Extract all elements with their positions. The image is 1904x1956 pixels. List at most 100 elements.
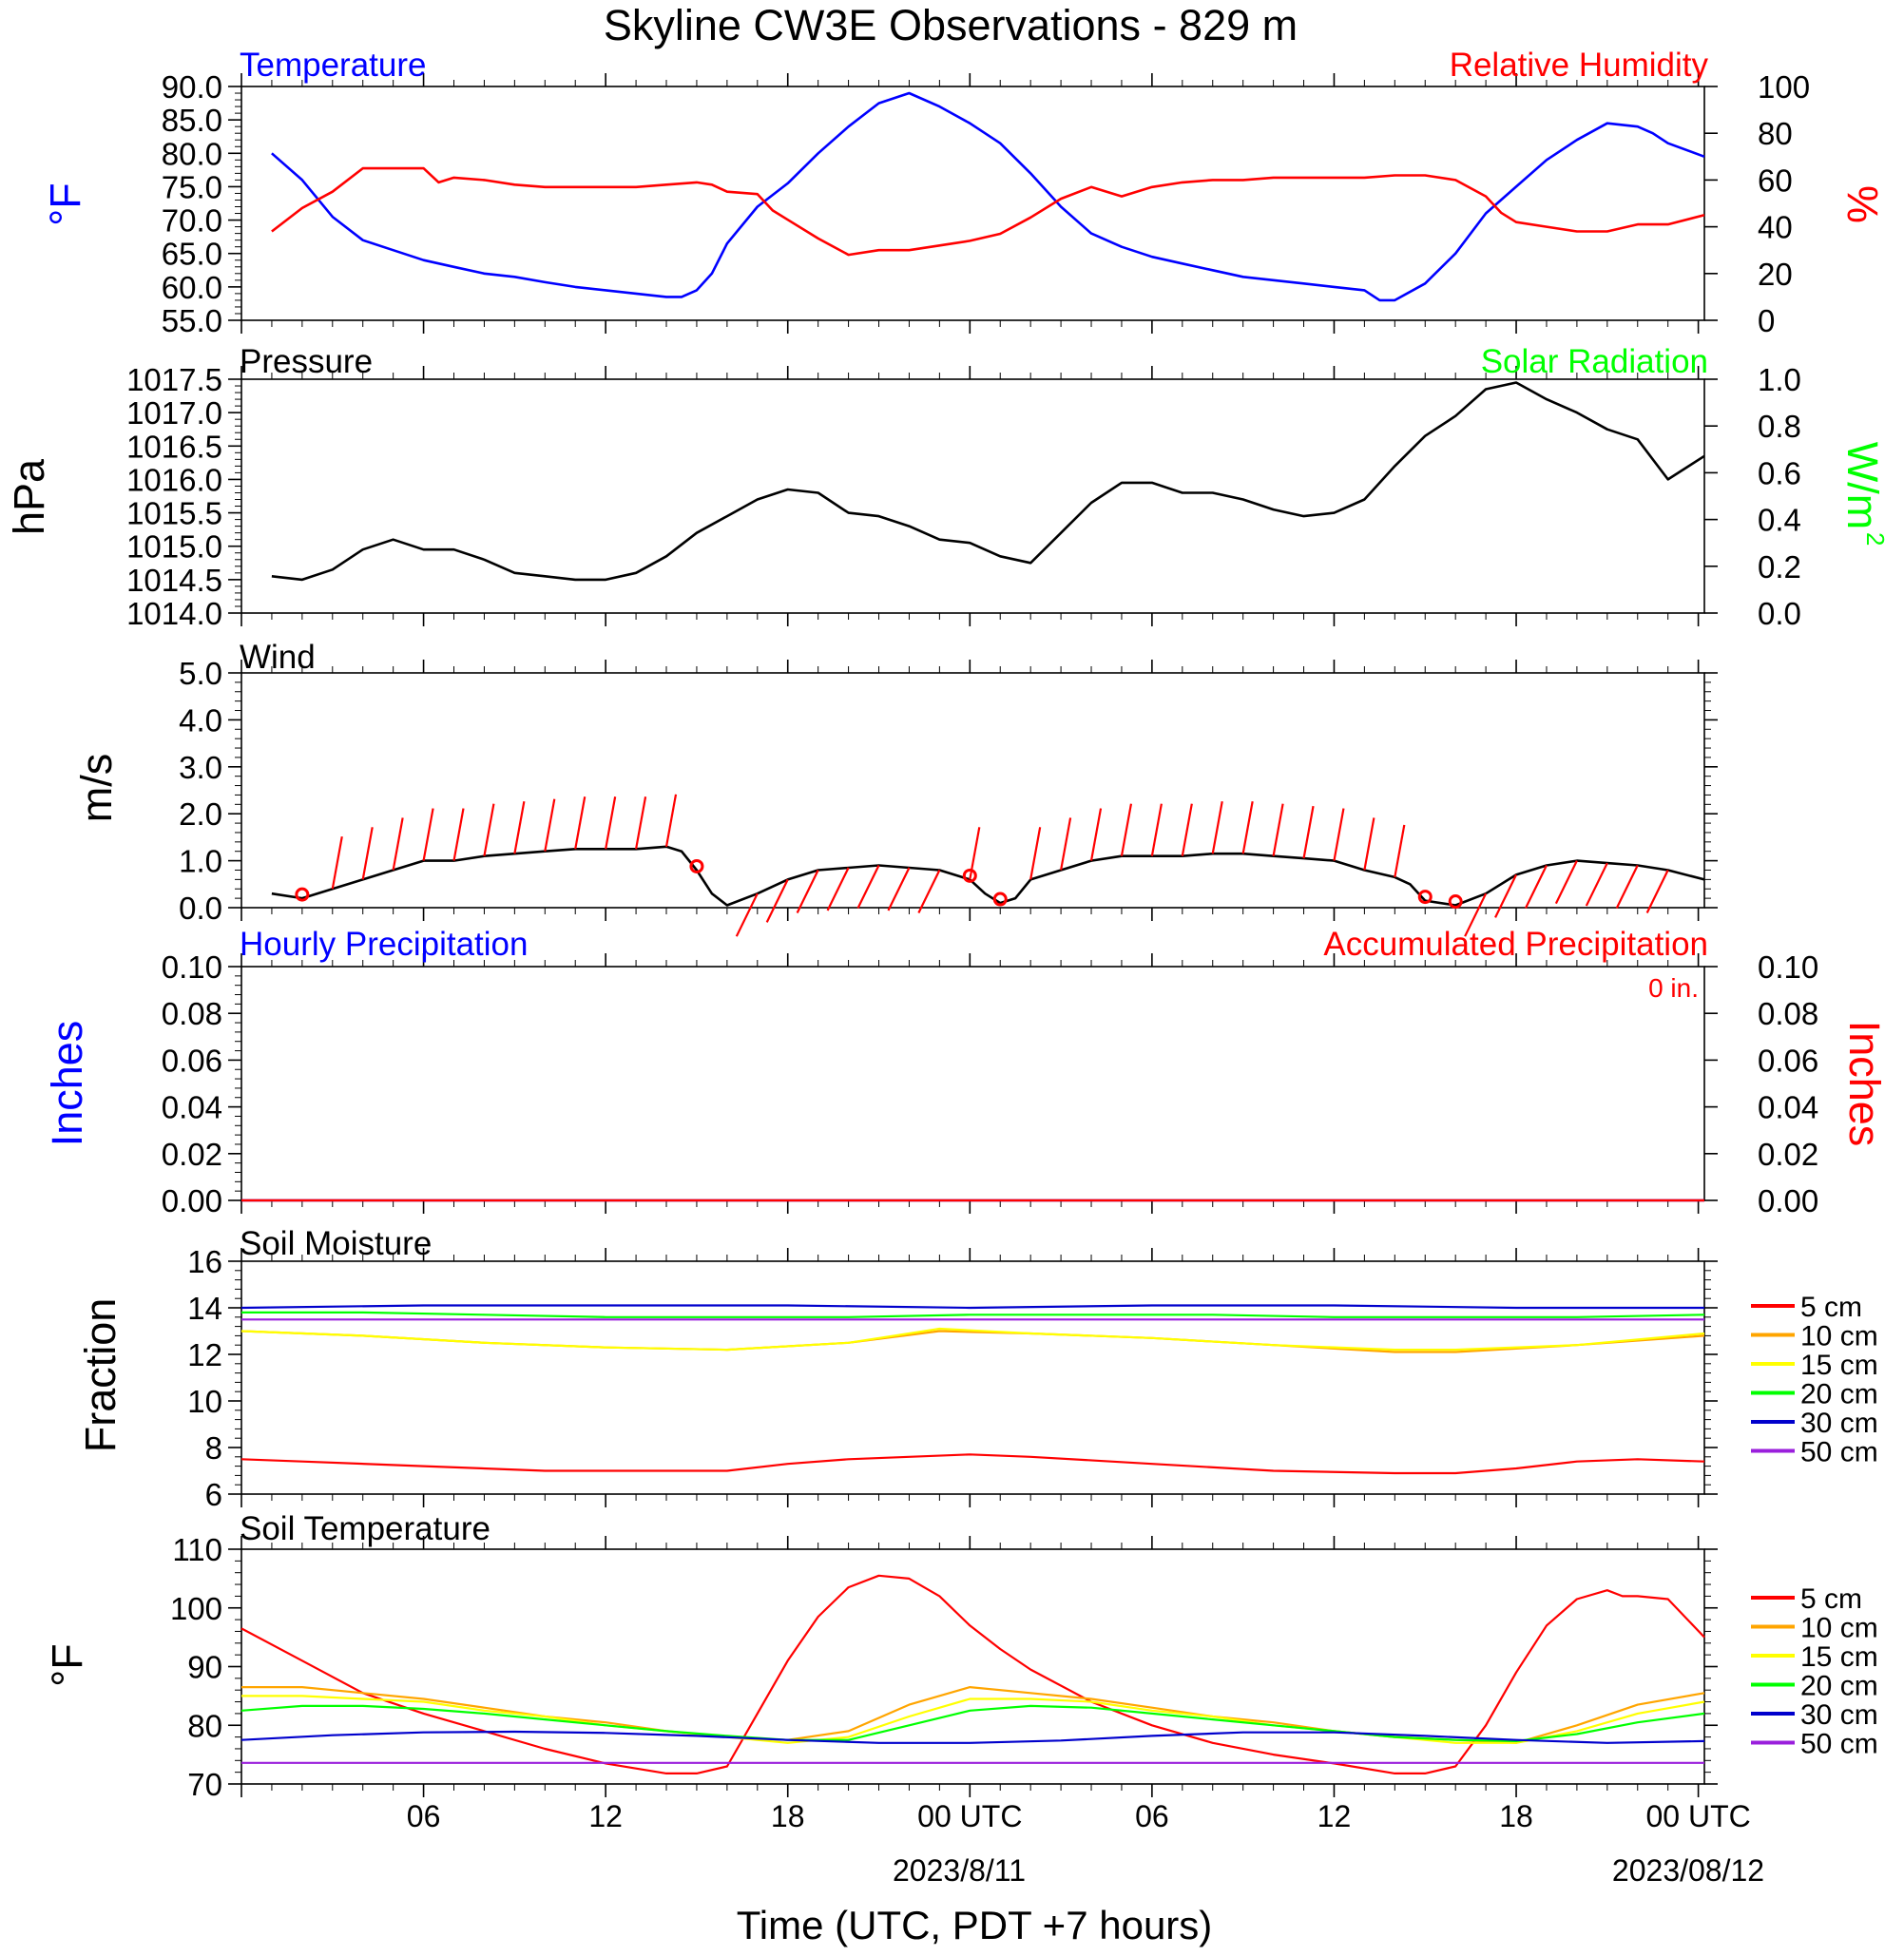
legend-label-5: 30 cm xyxy=(1800,1408,1878,1439)
panel-1-ytick-label: 80.0 xyxy=(162,136,222,171)
panel-2-frame xyxy=(240,378,1705,614)
date-label-0812: 2023/08/12 xyxy=(1612,1853,1764,1888)
wind-barb xyxy=(513,800,526,854)
panel-5-ytick-label: 12 xyxy=(187,1337,222,1372)
solar-axis-label-exponent: 2 xyxy=(1861,532,1890,546)
panel-6-ytick-label: 70 xyxy=(187,1767,222,1802)
panel-6-series-2 xyxy=(241,1686,1705,1744)
wind-calm-marker xyxy=(962,868,977,883)
wind-barb xyxy=(1645,869,1669,913)
panel-1-y2tick-label: 80 xyxy=(1758,116,1793,151)
solar-axis-label-unit: W/m xyxy=(1838,442,1887,529)
wind-barb xyxy=(1363,817,1375,871)
accum-precip-title: Accumulated Precipitation xyxy=(1323,926,1708,963)
legend-label-5: 50 cm xyxy=(1800,1437,1878,1468)
panel-2-y2tick-label: 0.6 xyxy=(1758,455,1801,490)
wind-barb xyxy=(1211,800,1223,854)
wind-axis-label: m/s xyxy=(72,754,121,823)
panel-1-ytick-label: 90.0 xyxy=(162,69,222,105)
panel-5-frame xyxy=(240,1260,1705,1495)
wind-calm-marker xyxy=(1448,894,1463,910)
panel-4-frame xyxy=(240,966,1705,1201)
legend-label-6: 5 cm xyxy=(1800,1583,1862,1615)
panel-3-series-1 xyxy=(271,845,1705,907)
panel-1-y2tick-label: 20 xyxy=(1758,257,1793,292)
panel-6-ytick-label: 80 xyxy=(187,1708,222,1743)
legend-label-6: 15 cm xyxy=(1800,1641,1878,1673)
panel-5-ytick-label: 6 xyxy=(205,1477,222,1512)
panel-6-ytick-label: 90 xyxy=(187,1650,222,1685)
legend-label-6: 50 cm xyxy=(1800,1729,1878,1760)
wind-barb xyxy=(1585,862,1608,907)
x-tick-label: 06 xyxy=(1135,1799,1169,1833)
wind-barb xyxy=(1089,808,1103,861)
panel-1-series-1 xyxy=(271,91,1705,302)
wind-barb xyxy=(1060,817,1072,871)
wind-barb xyxy=(452,808,465,861)
humidity-axis-label: % xyxy=(1838,185,1887,223)
wind-barb xyxy=(796,869,819,913)
panel-4-ytick-label: 0.10 xyxy=(162,949,222,985)
wind-calm-marker xyxy=(295,887,310,902)
temperature-title: Temperature xyxy=(240,47,426,84)
wind-barb xyxy=(483,803,495,856)
wind-barb xyxy=(392,817,404,871)
wind-calm-marker xyxy=(1417,890,1433,905)
soil-temperature-axis-label: °F xyxy=(43,1643,91,1686)
panel-4-y2tick-label: 0.06 xyxy=(1758,1043,1818,1078)
wind-calm-marker xyxy=(992,892,1008,907)
wind-barb xyxy=(1394,824,1406,878)
wind-barb xyxy=(917,869,941,913)
wind-barb xyxy=(1272,803,1284,856)
date-label-0811: 2023/8/11 xyxy=(893,1853,1026,1888)
wind-barb xyxy=(1554,860,1578,905)
panel-1-ytick-label: 70.0 xyxy=(162,203,222,239)
panel-3-ytick-label: 2.0 xyxy=(179,796,222,832)
panel-1-ytick-label: 65.0 xyxy=(162,237,222,272)
soil-moisture-axis-label: Fraction xyxy=(76,1298,125,1453)
panel-3-ytick-label: 3.0 xyxy=(179,750,222,785)
panel-2-ytick-label: 1015.0 xyxy=(126,529,222,565)
wind-barb xyxy=(361,827,374,880)
panel-5-ytick-label: 10 xyxy=(187,1384,222,1419)
soil-moisture-title: Soil Moisture xyxy=(240,1225,432,1262)
wind-barb xyxy=(1615,865,1639,910)
wind-barb xyxy=(1494,873,1518,918)
panel-5-ytick-label: 14 xyxy=(187,1291,222,1326)
x-tick-label: 12 xyxy=(1317,1799,1352,1833)
panel-1-y2tick-label: 100 xyxy=(1758,69,1810,105)
x-tick-label: 18 xyxy=(1499,1799,1533,1833)
panel-3-ytick-label: 1.0 xyxy=(179,844,222,879)
panel-2-y2tick-label: 1.0 xyxy=(1758,362,1801,397)
wind-barb xyxy=(1524,865,1548,910)
panel-6-ytick-label: 110 xyxy=(172,1532,222,1567)
panel-2-y2tick-label: 0.2 xyxy=(1758,549,1801,585)
pressure-title: Pressure xyxy=(240,343,373,380)
legend-label-5: 5 cm xyxy=(1800,1292,1862,1323)
panel-2-ytick-label: 1017.0 xyxy=(126,395,222,431)
panel-5-series-1 xyxy=(240,1453,1705,1475)
wind-barb xyxy=(887,867,911,911)
panel-2-ytick-label: 1016.5 xyxy=(126,429,222,464)
wind-barb xyxy=(1150,803,1163,856)
legend-label-5: 20 cm xyxy=(1800,1379,1878,1410)
hourly-precip-title: Hourly Precipitation xyxy=(240,926,528,963)
panel-4-y2tick-label: 0.08 xyxy=(1758,996,1818,1031)
panel-3-ytick-label: 5.0 xyxy=(179,656,222,691)
figure-title: Skyline CW3E Observations - 829 m xyxy=(604,1,1298,49)
panel-6-series-3 xyxy=(241,1695,1705,1744)
wind-barb xyxy=(574,796,587,850)
legend-label-5: 10 cm xyxy=(1800,1321,1878,1352)
wind-barb xyxy=(1302,805,1315,859)
wind-barb xyxy=(331,836,343,890)
panel-4-ytick-label: 0.00 xyxy=(162,1183,222,1218)
wind-barb xyxy=(422,808,434,861)
wind-barb xyxy=(664,794,678,847)
wind-title: Wind xyxy=(240,639,316,676)
wind-barb xyxy=(544,798,556,852)
wind-barb xyxy=(635,796,647,850)
panel-5-series-5 xyxy=(240,1304,1704,1310)
wind-barb xyxy=(735,892,759,937)
panel-5-ytick-label: 16 xyxy=(187,1244,222,1279)
